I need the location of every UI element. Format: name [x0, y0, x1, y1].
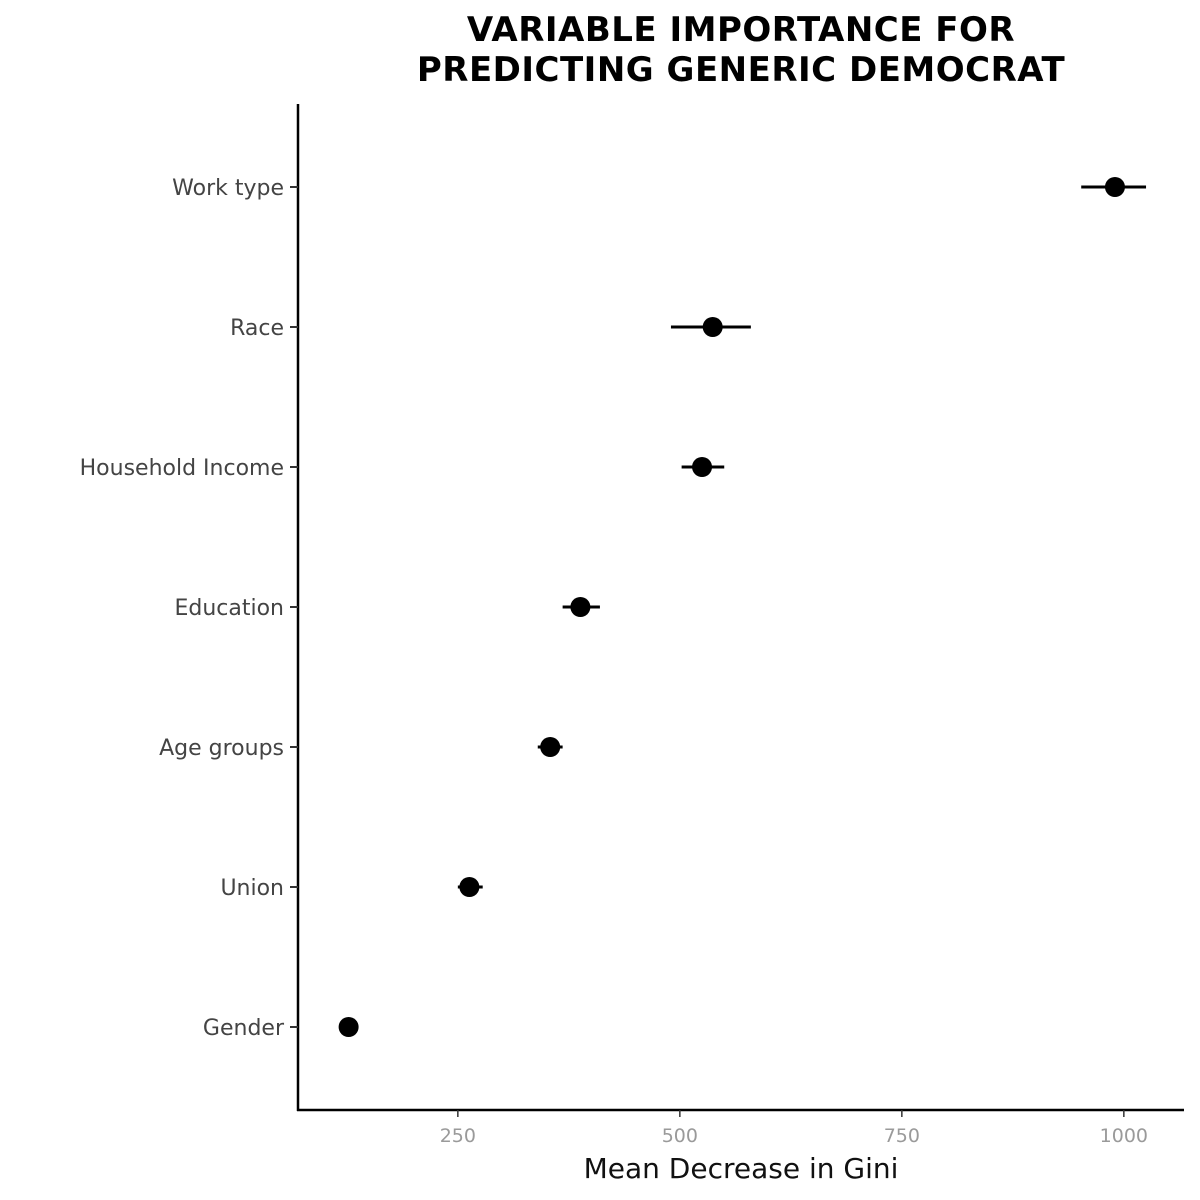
x-tick-label: 1000 — [1100, 1125, 1148, 1147]
y-category-label: Household Income — [80, 456, 284, 481]
x-axis: 250 500 750 1000 — [297, 1108, 1184, 1147]
x-tick-label: 250 — [440, 1125, 476, 1147]
data-point — [692, 457, 713, 477]
data-point — [540, 737, 561, 757]
data-point — [338, 1017, 359, 1037]
data-point — [702, 317, 723, 337]
y-category-label: Union — [220, 876, 284, 901]
y-category-label: Gender — [203, 1016, 285, 1041]
chart-title: VARIABLE IMPORTANCE FOR PREDICTING GENER… — [298, 10, 1184, 90]
y-axis: Work type Race Household Income Education Ag… — [80, 104, 300, 1111]
y-category-label: Work type — [172, 176, 284, 201]
data-point — [1104, 177, 1125, 197]
data-marks — [338, 177, 1147, 1037]
chart-title-line-1: VARIABLE IMPORTANCE FOR — [466, 10, 1016, 50]
x-tick-label: 750 — [884, 1125, 920, 1147]
data-point — [570, 597, 591, 617]
y-category-label: Education — [174, 596, 284, 621]
x-tick-label: 500 — [662, 1125, 698, 1147]
y-category-label: Age groups — [159, 736, 284, 761]
y-category-label: Race — [230, 316, 284, 341]
data-point — [459, 877, 480, 897]
x-axis-title: Mean Decrease in Gini — [584, 1152, 899, 1185]
chart-title-line-2: PREDICTING GENERIC DEMOCRAT — [416, 50, 1066, 90]
